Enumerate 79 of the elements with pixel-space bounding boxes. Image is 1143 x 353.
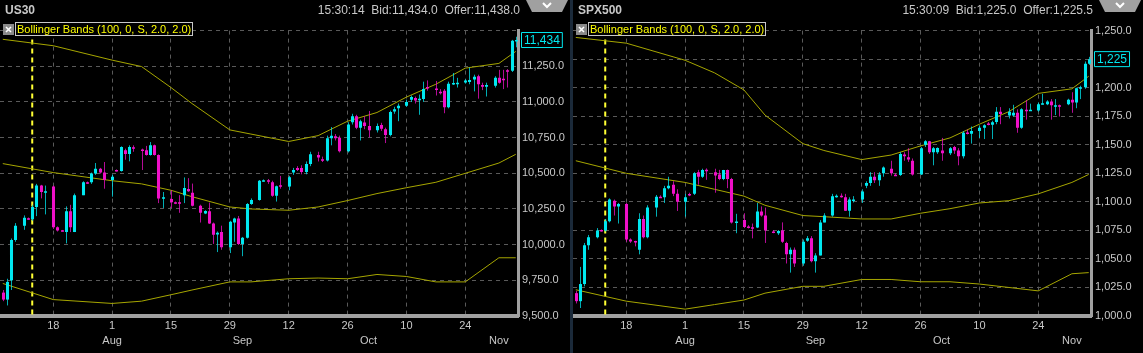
x2-tick-label: Sep <box>805 333 826 346</box>
text: 11,434 <box>524 33 561 48</box>
x-tick-label: 18 <box>620 318 633 331</box>
y-tick-label: 1,050.0 <box>1095 251 1132 264</box>
candlestick <box>388 110 393 137</box>
x-tick-label: 24 <box>459 318 472 331</box>
candlestick <box>505 68 510 89</box>
chart-subtitle: 15:30:14 Bid:11,434.0 Offer:11,438.0 <box>317 3 520 17</box>
candlestick <box>446 81 451 109</box>
candlestick <box>1015 108 1020 134</box>
y-tick-label: 11,250.0 <box>522 59 565 72</box>
x-tick-label: 12 <box>282 318 295 331</box>
candlestick <box>425 79 430 92</box>
candlestick <box>830 193 835 218</box>
text: 1,225 <box>1097 52 1128 67</box>
x2-tick-label: Sep <box>232 333 253 346</box>
candlestick <box>1019 107 1024 130</box>
candlestick <box>801 239 806 267</box>
candlestick <box>358 119 363 141</box>
candlestick <box>325 135 330 162</box>
x-tick-label: 1 <box>682 318 689 331</box>
x-tick-label: 26 <box>914 318 927 331</box>
candlestick <box>675 188 680 212</box>
candlestick <box>940 137 945 162</box>
candlestick <box>1083 60 1088 90</box>
y-tick-label: 1,100.0 <box>1095 194 1132 207</box>
candlestick <box>847 196 852 218</box>
candlestick <box>110 174 115 198</box>
x2-tick-label: Nov <box>1062 333 1083 346</box>
y-tick-label: 1,000.0 <box>1095 309 1132 322</box>
y-tick-label: 10,500.0 <box>522 166 565 179</box>
y-tick-label: 1,025.0 <box>1095 280 1132 293</box>
candlestick <box>607 197 612 223</box>
x2-tick-label: Nov <box>489 333 510 346</box>
candlestick <box>13 222 18 243</box>
y-tick-label: 1,250.0 <box>1095 23 1132 36</box>
x-tick-label: 26 <box>341 318 354 331</box>
x2-tick-label: Aug <box>675 333 695 346</box>
chart-subtitle: 15:30:09 Bid:1,225.0 Offer:1,225.5 <box>902 3 1093 17</box>
x-tick-label: 10 <box>400 318 413 331</box>
x2-tick-label: Oct <box>360 333 378 346</box>
y-tick-label: 10,250.0 <box>522 202 565 215</box>
candlestick <box>792 247 797 268</box>
candlestick <box>813 252 818 274</box>
y-tick-label: 9,500.0 <box>522 309 559 322</box>
candlestick <box>219 225 224 251</box>
y-tick-label: 1,075.0 <box>1095 223 1132 236</box>
x-tick-label: 12 <box>855 318 868 331</box>
annotation: Bollinger Bands (100, 0, S, 2.0, 2.0) <box>15 22 194 36</box>
x-tick-label: 1 <box>109 318 116 331</box>
candlestick <box>784 241 789 264</box>
y-tick-label: 1,175.0 <box>1095 109 1132 122</box>
y-tick-label: 11,000.0 <box>522 94 565 107</box>
x2-tick-label: Oct <box>933 333 951 346</box>
candlestick <box>34 183 39 217</box>
y-tick-label: 9,750.0 <box>522 273 559 286</box>
y-tick-label: 1,200.0 <box>1095 80 1132 93</box>
candlestick <box>641 215 646 239</box>
x-tick-label: 15 <box>737 318 751 331</box>
x-tick-label: 15 <box>164 318 178 331</box>
annotation: Bollinger Bands (100, 0, S, 2.0, 2.0) <box>588 22 767 36</box>
candlestick <box>68 204 73 233</box>
candlestick <box>240 236 245 257</box>
y-tick-label: 1,125.0 <box>1095 166 1132 179</box>
x-tick-label: 18 <box>47 318 60 331</box>
candlestick <box>442 88 447 114</box>
x2-tick-label: Aug <box>102 333 122 346</box>
candlestick <box>421 81 426 103</box>
candlestick <box>367 110 372 138</box>
x-tick-label: 29 <box>223 318 236 331</box>
chart-title: SPX500 <box>578 3 623 17</box>
x-tick-label: 24 <box>1032 318 1045 331</box>
y-tick-label: 10,750.0 <box>522 130 565 143</box>
chart-title: US30 <box>5 3 36 17</box>
x-tick-label: 29 <box>796 318 809 331</box>
x-tick-label: 10 <box>973 318 986 331</box>
candlestick <box>232 217 237 243</box>
y-tick-label: 10,000.0 <box>522 237 565 250</box>
y-tick-label: 1,150.0 <box>1095 137 1132 150</box>
